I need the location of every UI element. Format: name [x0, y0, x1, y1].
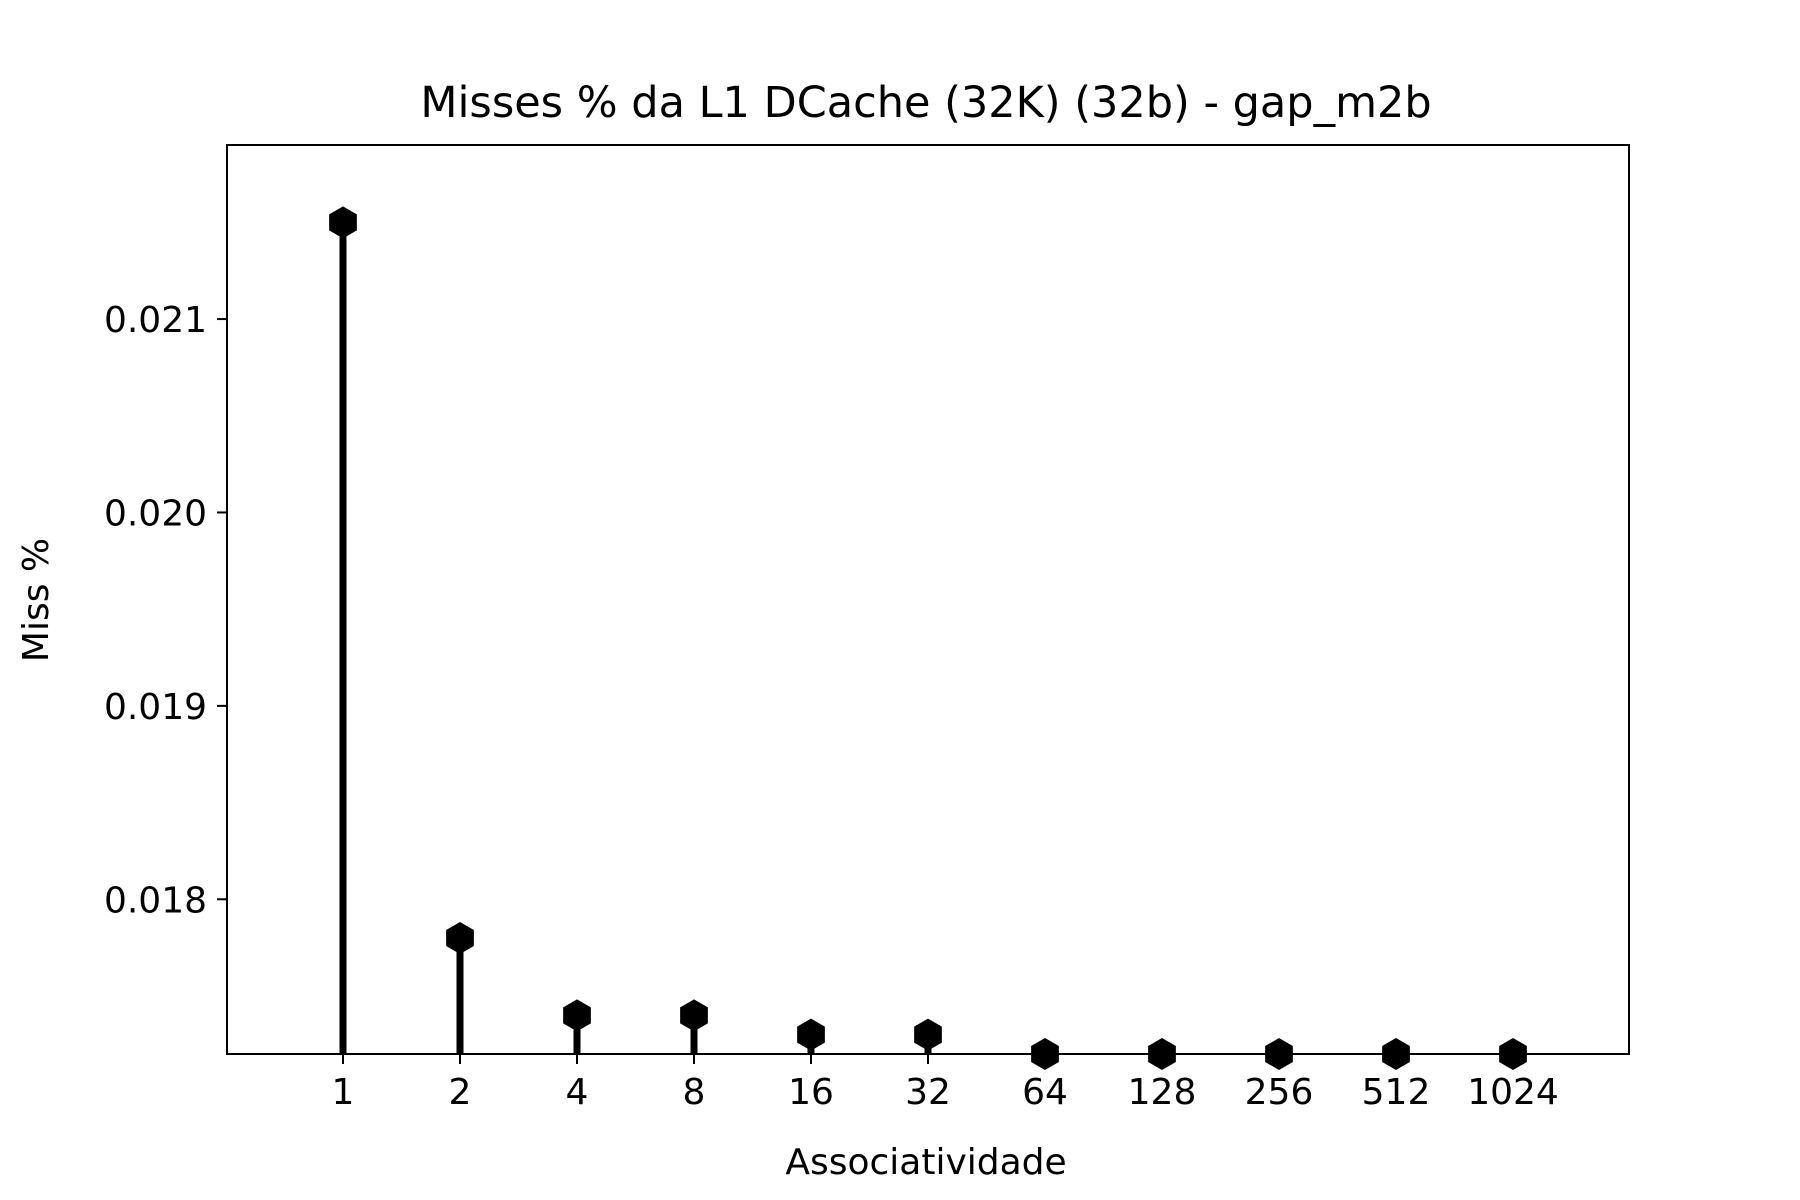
- x-tick-label-8: 8: [683, 1072, 706, 1113]
- x-axis-label: Associatividade: [785, 1142, 1066, 1183]
- y-tick-label-0.019: 0.019: [104, 687, 207, 728]
- x-ticks-layer: 1 2 4 8 16 32 64 128 256 512 1024: [332, 1054, 1559, 1113]
- x-tick-label-128: 128: [1128, 1072, 1197, 1113]
- x-tick-label-64: 64: [1022, 1072, 1068, 1113]
- y-axis-label: Miss %: [16, 538, 57, 662]
- x-tick-label-256: 256: [1245, 1072, 1314, 1113]
- hexagon-marker-4: [563, 999, 591, 1032]
- x-tick-label-1: 1: [332, 1072, 355, 1113]
- plot-frame: [226, 144, 1630, 1055]
- hexagon-marker-2: [446, 921, 474, 954]
- y-tick-label-0.021: 0.021: [104, 300, 207, 341]
- y-tick-label-0.020: 0.020: [104, 493, 207, 534]
- x-tick-label-16: 16: [788, 1072, 834, 1113]
- y-ticks-layer: 0.018 0.019 0.020 0.021: [104, 300, 227, 921]
- hexagon-marker-1: [329, 206, 357, 239]
- hexagon-marker-16: [797, 1018, 825, 1051]
- x-tick-label-2: 2: [449, 1072, 472, 1113]
- hexagon-marker-8: [680, 999, 708, 1032]
- hexagon-marker-32: [914, 1018, 942, 1051]
- x-tick-label-1024: 1024: [1467, 1072, 1559, 1113]
- y-tick-label-0.018: 0.018: [104, 880, 207, 921]
- x-tick-label-512: 512: [1362, 1072, 1431, 1113]
- x-tick-label-4: 4: [566, 1072, 589, 1113]
- chart-title: Misses % da L1 DCache (32K) (32b) - gap_…: [420, 78, 1431, 128]
- x-tick-label-32: 32: [905, 1072, 951, 1113]
